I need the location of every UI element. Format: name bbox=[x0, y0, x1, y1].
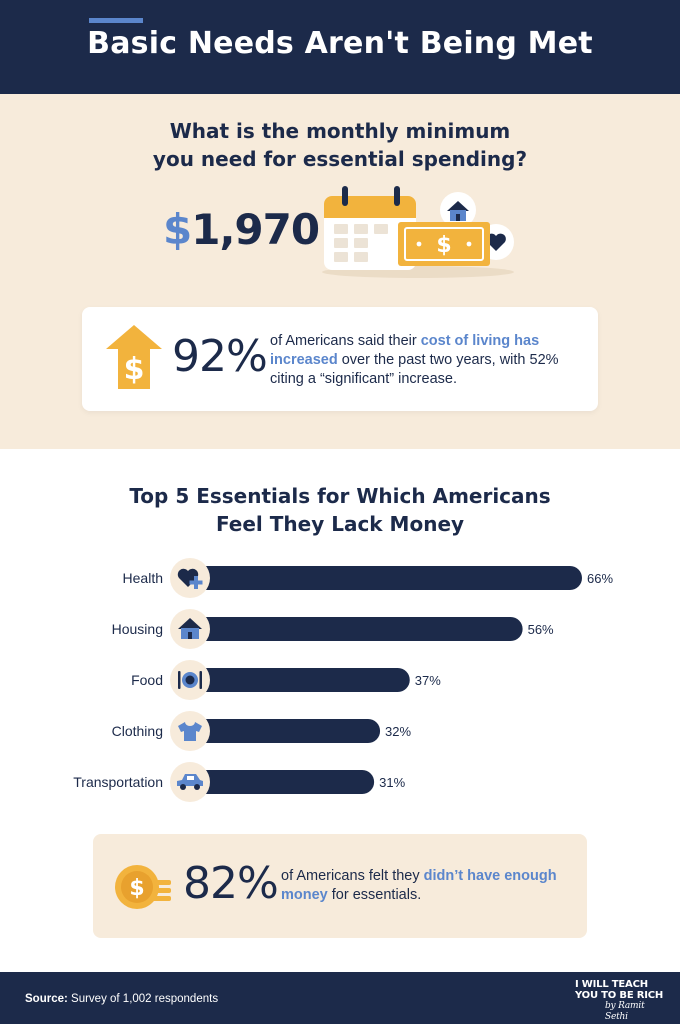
heart-shape bbox=[177, 568, 199, 587]
dollar-bill-icon: $ bbox=[398, 222, 490, 266]
chart-row: Food 37% bbox=[131, 660, 441, 700]
car-wheel-front bbox=[180, 784, 186, 790]
bar bbox=[190, 668, 410, 692]
chart-row: Health 66% bbox=[123, 558, 613, 598]
value-label: 31% bbox=[379, 775, 405, 790]
intro-question: What is the monthly minimum you need for… bbox=[0, 117, 680, 173]
intro-question-line1: What is the monthly minimum bbox=[169, 119, 511, 143]
bar bbox=[190, 770, 375, 794]
house-icon bbox=[178, 618, 202, 639]
fork-shape bbox=[178, 671, 181, 689]
category-label: Housing bbox=[112, 621, 163, 637]
house-badge-icon bbox=[440, 192, 476, 228]
bar bbox=[190, 617, 523, 641]
category-label: Transportation bbox=[73, 774, 163, 790]
cost-of-living-stat-card: $ 92% of Americans said their cost of li… bbox=[82, 307, 598, 411]
svg-text:$: $ bbox=[436, 233, 451, 258]
chart-title: Top 5 Essentials for Which Americans Fee… bbox=[0, 482, 680, 538]
cost-of-living-text: of Americans said their cost of living h… bbox=[270, 333, 559, 387]
category-label: Food bbox=[131, 672, 163, 688]
page-title: Basic Needs Aren't Being Met bbox=[87, 26, 593, 61]
brand-logo[interactable]: I WILL TEACH YOU TO BE RICH by Ramit Set… bbox=[575, 979, 664, 1022]
value-label: 32% bbox=[385, 724, 411, 739]
knife-shape bbox=[199, 671, 202, 689]
cost-of-living-percent: 92% bbox=[172, 331, 268, 382]
door-shape bbox=[188, 632, 192, 639]
plate-inner bbox=[185, 675, 195, 685]
chart-title-line2: Feel They Lack Money bbox=[215, 512, 465, 536]
chart-row: Transportation 31% bbox=[73, 762, 406, 802]
tshirt-icon bbox=[178, 722, 202, 741]
plus-horizontal bbox=[189, 580, 203, 585]
footer: Source: Survey of 1,002 respondents I WI… bbox=[0, 972, 680, 1024]
chart-row: Housing 56% bbox=[112, 609, 554, 649]
amount-value: 1,970 bbox=[191, 205, 320, 254]
heart-plus-icon bbox=[177, 568, 203, 589]
svg-text:$: $ bbox=[124, 352, 145, 387]
value-label: 37% bbox=[415, 673, 441, 688]
shirt-shape bbox=[178, 722, 202, 741]
header-accent-line bbox=[89, 18, 143, 23]
car-icon bbox=[177, 774, 203, 790]
plate-icon bbox=[178, 671, 202, 689]
bar bbox=[190, 719, 381, 743]
lack-money-stat-card: $ 82% of Americans felt they didn’t have… bbox=[93, 834, 587, 938]
category-label: Health bbox=[123, 570, 163, 586]
roof-shape bbox=[178, 618, 202, 629]
logo-signature: by Ramit Sethi bbox=[605, 1001, 645, 1022]
chart-row: Clothing 32% bbox=[112, 711, 412, 751]
chart-title-line1: Top 5 Essentials for Which Americans bbox=[129, 484, 551, 508]
currency-symbol: $ bbox=[163, 205, 192, 254]
coin-stack-icon: $ bbox=[115, 865, 171, 909]
monthly-minimum-amount: $1,970 bbox=[163, 205, 320, 254]
lack-money-percent: 82% bbox=[183, 858, 279, 909]
value-label: 66% bbox=[587, 571, 613, 586]
calendar-icon bbox=[324, 186, 416, 270]
header-banner: Basic Needs Aren't Being Met bbox=[0, 0, 680, 94]
car-window bbox=[187, 776, 194, 780]
car-wheel-rear bbox=[194, 784, 200, 790]
source-note: Source: Survey of 1,002 respondents bbox=[25, 993, 219, 1005]
lack-money-text: of Americans felt they didn’t have enoug… bbox=[281, 868, 557, 903]
essentials-bar-chart: Health 66% Housing 56% Food 37% Clothing 32% Tra… bbox=[73, 558, 613, 802]
intro-question-line2: you need for essential spending? bbox=[152, 147, 528, 171]
bar bbox=[190, 566, 582, 590]
up-arrow-dollar-icon: $ bbox=[106, 325, 162, 389]
calendar-money-illustration: $ bbox=[322, 186, 514, 278]
value-label: 56% bbox=[528, 622, 554, 637]
svg-text:$: $ bbox=[129, 876, 144, 901]
category-label: Clothing bbox=[112, 723, 163, 739]
